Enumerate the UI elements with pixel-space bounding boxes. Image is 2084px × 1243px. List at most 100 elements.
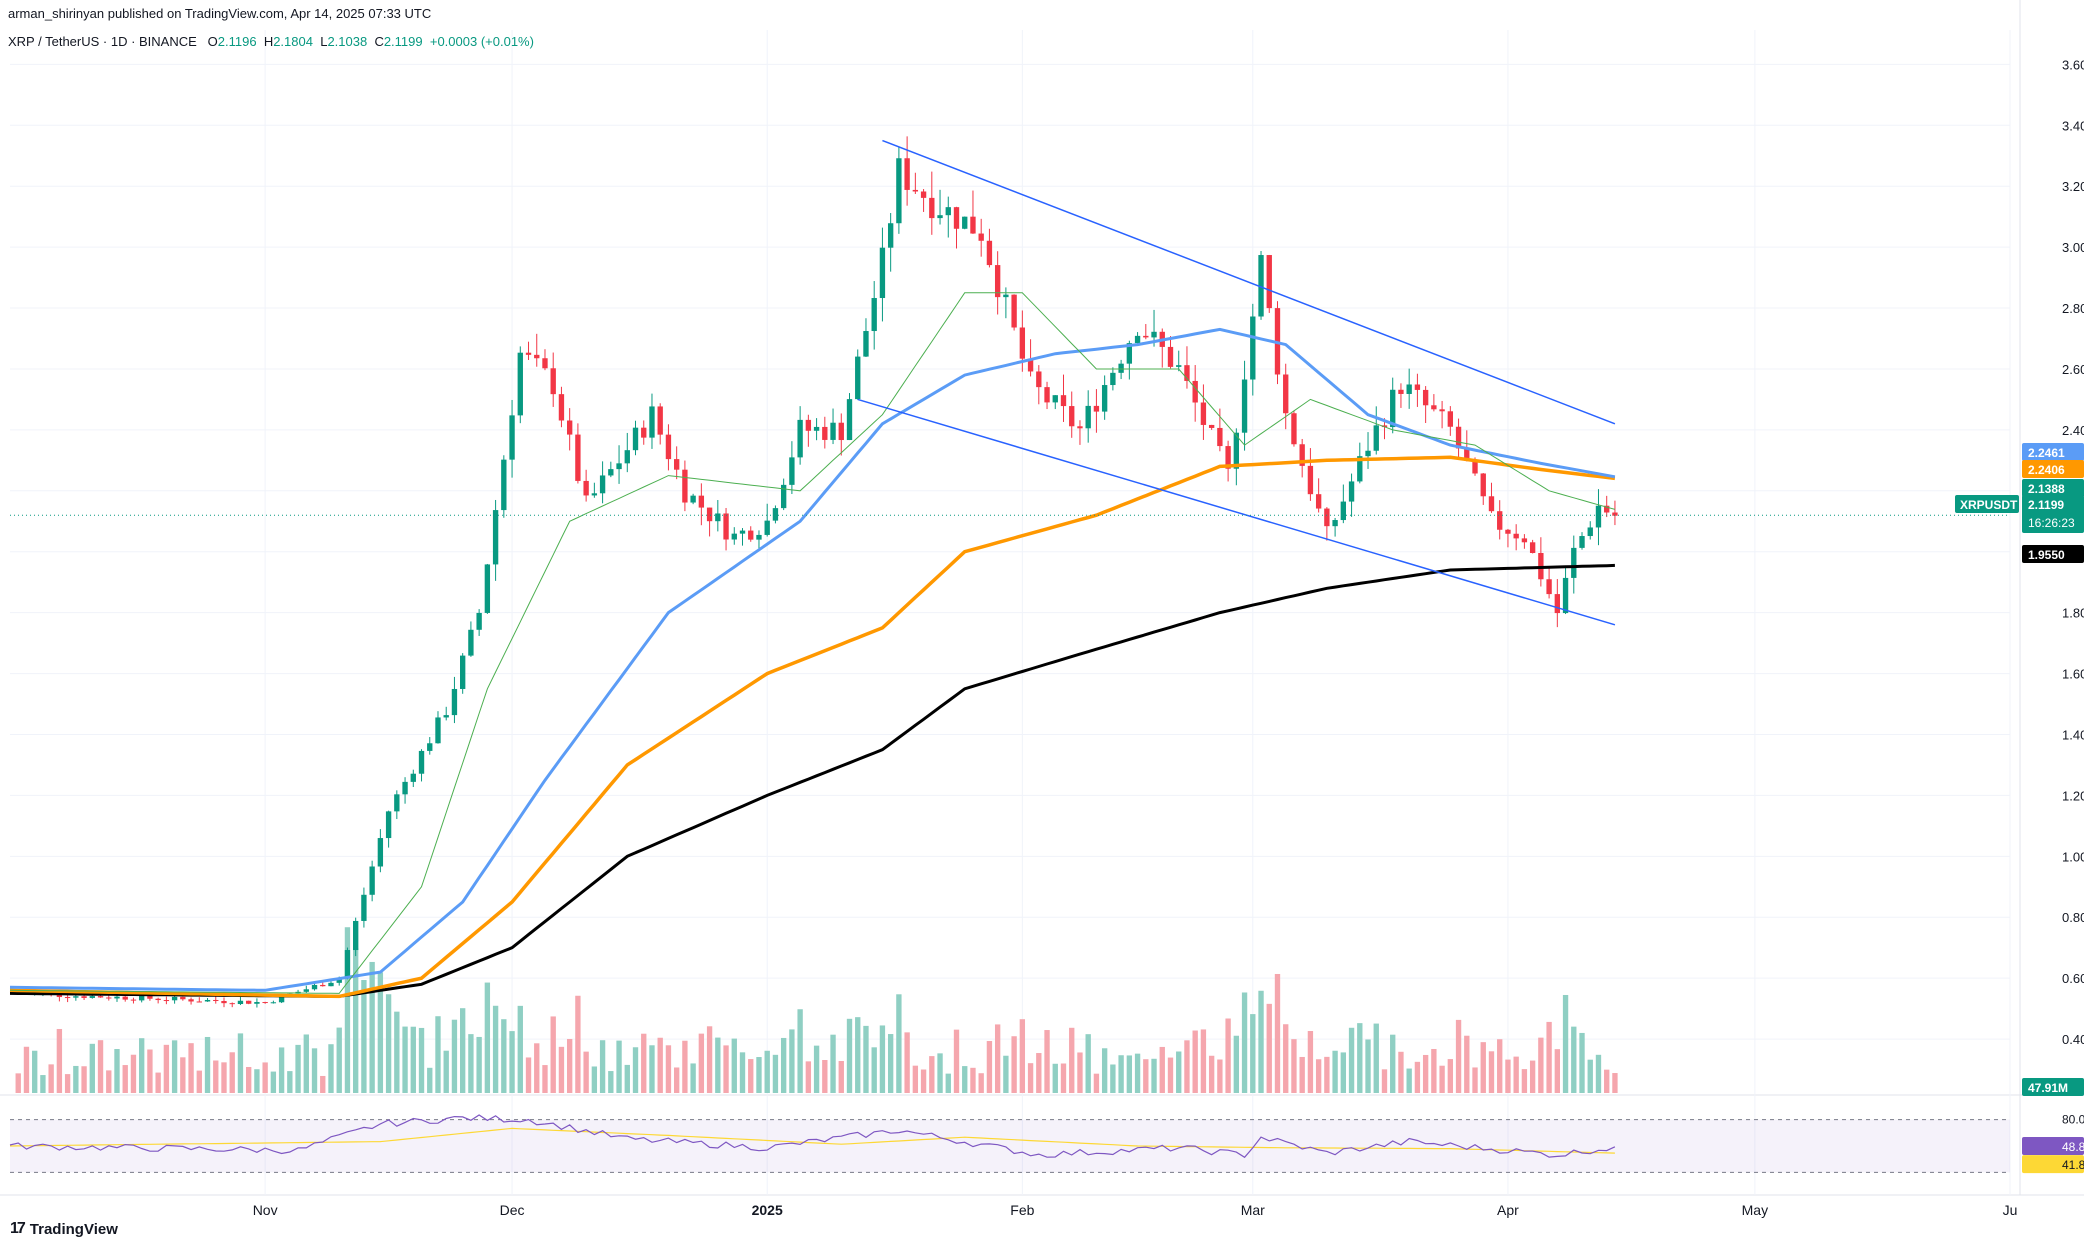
volume-bar xyxy=(748,1059,754,1093)
volume-bar xyxy=(616,1040,622,1093)
volume-bar xyxy=(1439,1065,1445,1093)
candle-body xyxy=(1315,494,1322,509)
tradingview-logo-text: TradingView xyxy=(29,1220,118,1238)
volume-bar xyxy=(278,1047,285,1093)
open-label: O xyxy=(207,34,218,49)
volume-bar xyxy=(492,1005,499,1093)
candle-body xyxy=(361,894,367,921)
candle-body xyxy=(1241,379,1248,433)
candle-body xyxy=(780,484,787,509)
candle-body xyxy=(64,997,71,999)
tradingview-logo[interactable]: 17 TradingView xyxy=(10,1220,118,1238)
volume-bar xyxy=(534,1043,540,1093)
candle-body xyxy=(805,419,812,431)
candle-body xyxy=(1069,406,1075,427)
candle-body xyxy=(476,612,482,630)
volume-bar xyxy=(213,1060,219,1093)
candle-body xyxy=(443,715,449,718)
volume-bar xyxy=(40,1075,46,1093)
candle-body xyxy=(772,508,779,521)
volume-bar xyxy=(830,1034,836,1093)
volume-bar xyxy=(254,1069,260,1093)
volume-bar xyxy=(1274,973,1281,1093)
volume-bar xyxy=(56,1028,63,1093)
candle-body xyxy=(863,331,869,357)
candle-body xyxy=(583,480,589,496)
ma-black-line xyxy=(9,563,1615,998)
candle-body xyxy=(1381,425,1388,428)
candle-body xyxy=(1480,473,1486,497)
candle-body xyxy=(953,207,960,229)
symbol-label[interactable]: XRP / TetherUS · 1D · BINANCE xyxy=(8,34,197,49)
candle-body xyxy=(937,215,943,219)
candle-body xyxy=(665,434,672,460)
candle-body xyxy=(1192,380,1198,403)
candle-body xyxy=(887,223,894,248)
candle-body xyxy=(311,984,318,990)
close-label: C xyxy=(374,34,384,49)
candle-body xyxy=(1291,413,1297,445)
volume-bar xyxy=(756,1057,762,1093)
candle-body xyxy=(641,427,647,438)
volume-bar xyxy=(48,1064,54,1093)
volume-bar xyxy=(1357,1023,1363,1093)
candle-body xyxy=(813,426,820,431)
volume-bar xyxy=(896,994,902,1093)
volume-bar xyxy=(550,1016,556,1093)
volume-bar xyxy=(583,1051,589,1093)
volume-bar xyxy=(295,1044,301,1093)
volume-bar xyxy=(962,1066,968,1093)
volume-bar xyxy=(1159,1046,1165,1093)
volume-bar xyxy=(978,1073,984,1093)
low-value: 2.1038 xyxy=(327,34,368,49)
volume-bar xyxy=(1340,1052,1347,1093)
candle-body xyxy=(1208,424,1215,428)
candle-body xyxy=(81,996,87,998)
candle-body xyxy=(484,564,491,613)
volume-bar xyxy=(805,1061,812,1093)
price-tick-label: 3.4000 xyxy=(2062,118,2084,133)
candle-body xyxy=(1233,432,1240,469)
price-tick-label: 0.8000 xyxy=(2062,910,2084,925)
candle-body xyxy=(114,996,120,999)
volume-bar xyxy=(476,1036,482,1093)
candle-body xyxy=(879,247,886,299)
candle-body xyxy=(1554,594,1560,614)
candle-body xyxy=(418,750,425,774)
volume-bar xyxy=(427,1067,433,1093)
volume-bar xyxy=(451,1019,458,1093)
time-tick-label: Feb xyxy=(1010,1202,1034,1218)
volume-bar xyxy=(377,972,384,1093)
volume-bar xyxy=(1093,1073,1100,1093)
volume-bar xyxy=(114,1049,120,1093)
candle-body xyxy=(1110,372,1116,386)
volume-bar xyxy=(789,1029,795,1093)
time-tick-label: Nov xyxy=(253,1202,278,1218)
volume-bar xyxy=(632,1047,639,1093)
time-axis[interactable]: Nov Dec 2025 Feb Mar Apr May Ju xyxy=(253,1202,2018,1218)
candle-body xyxy=(690,495,696,503)
candle-body xyxy=(1143,335,1149,338)
price-tick-label: 2.8000 xyxy=(2062,301,2084,316)
volume-bar xyxy=(1069,1027,1075,1093)
volume-bar xyxy=(657,1037,663,1093)
volume-bar xyxy=(122,1065,128,1093)
candle-body xyxy=(1587,527,1593,537)
candle-body xyxy=(204,999,211,1002)
candle-body xyxy=(1579,536,1585,548)
volume-bar xyxy=(1513,1056,1519,1093)
volume-bar xyxy=(1200,1029,1207,1093)
volume-bar xyxy=(1571,1026,1577,1093)
volume-bar xyxy=(1225,1018,1231,1093)
volume-bar xyxy=(171,1040,178,1093)
price-tick-label: 1.6000 xyxy=(2062,667,2084,682)
volume-bar xyxy=(879,1025,886,1093)
candle-body xyxy=(1258,255,1264,317)
volume-bar xyxy=(410,1026,416,1093)
candle-body xyxy=(1217,427,1223,447)
volume-bar xyxy=(591,1066,598,1093)
price-labels: 2.2461 2.2406 2.1388 XRPUSDT 2.1199 16:26:23 1… xyxy=(1955,443,2084,1096)
candle-body xyxy=(254,1002,260,1004)
rsi-pane[interactable]: 80.00 48.89 41.88 xyxy=(9,1113,2084,1174)
